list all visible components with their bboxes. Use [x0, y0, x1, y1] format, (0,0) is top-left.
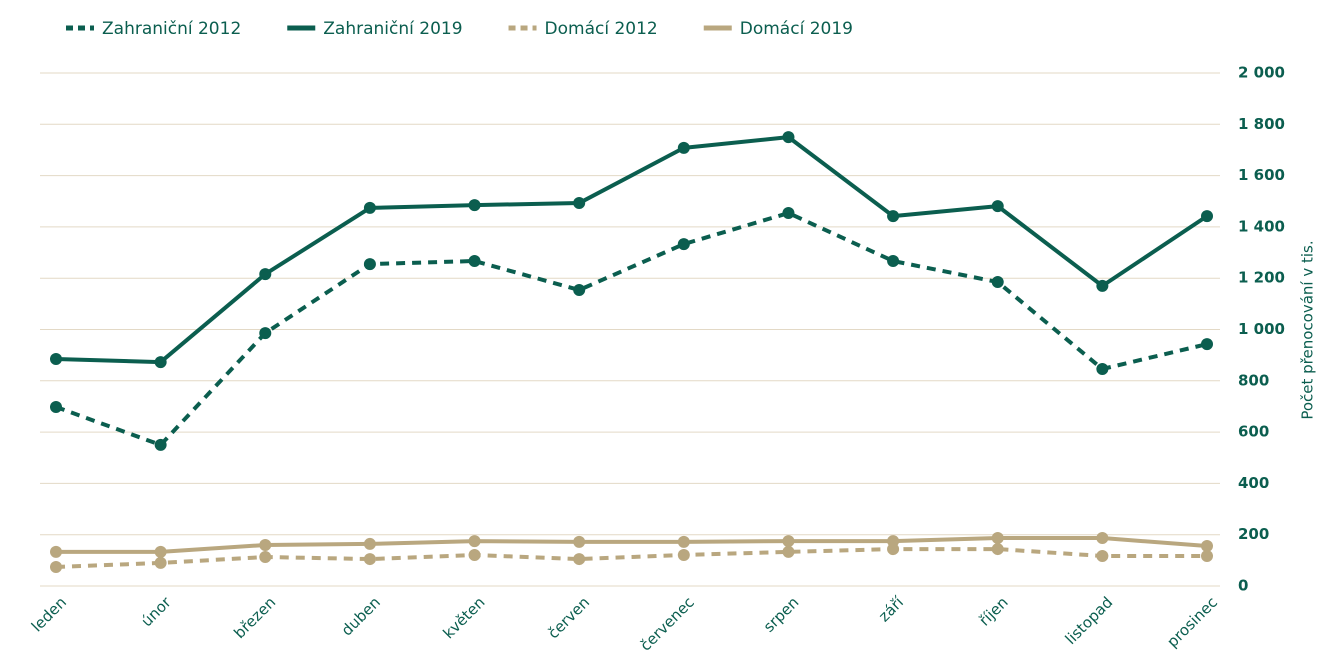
point [50, 400, 62, 413]
point [1201, 210, 1213, 223]
x-tick-label: únor [138, 593, 176, 631]
point [363, 258, 376, 271]
point [887, 210, 900, 223]
y-tick-label: 1 600 [1238, 166, 1285, 184]
point [782, 131, 795, 144]
y-tick-label: 800 [1238, 371, 1269, 389]
point [782, 545, 795, 558]
x-tick-label: duben [338, 593, 384, 639]
point [50, 561, 62, 574]
y-tick-label: 400 [1238, 474, 1269, 492]
point [468, 535, 481, 548]
point [677, 535, 690, 548]
y-tick-label: 2 000 [1238, 64, 1285, 82]
y-tick-label: 0 [1238, 577, 1248, 595]
point [154, 545, 167, 558]
point [782, 535, 795, 548]
x-tick-label: prosinec [1163, 593, 1221, 651]
y-tick-label: 1 400 [1238, 217, 1285, 235]
x-tick-label: listopad [1062, 593, 1117, 648]
point [259, 551, 272, 564]
point [1201, 338, 1213, 351]
x-tick-label: září [875, 593, 908, 626]
point [573, 553, 586, 566]
point [991, 543, 1004, 556]
point [1201, 549, 1213, 562]
y-tick-label: 200 [1238, 525, 1269, 543]
point [363, 537, 376, 550]
point [573, 283, 586, 296]
y-tick-label: 1 000 [1238, 320, 1285, 338]
point [259, 538, 272, 551]
point [677, 548, 690, 561]
point [1096, 279, 1109, 292]
series-line [55, 135, 1209, 365]
point [991, 276, 1004, 289]
point [782, 207, 795, 220]
legend-label: Zahraniční 2019 [323, 19, 462, 39]
point [468, 199, 481, 212]
x-tick-label: květen [439, 593, 488, 642]
point [468, 548, 481, 561]
series-line [55, 211, 1208, 447]
legend-label: Zahraniční 2012 [102, 19, 241, 39]
point [259, 268, 272, 281]
point [991, 200, 1004, 213]
y-axis-label: Počet přenocování v tis. [1299, 240, 1317, 419]
point [1096, 549, 1109, 562]
point [573, 535, 586, 548]
point [363, 553, 376, 566]
point [154, 356, 167, 369]
y-tick-label: 600 [1238, 423, 1269, 441]
x-tick-label: březen [230, 593, 279, 642]
point [1096, 363, 1109, 376]
point [363, 201, 376, 214]
point [991, 532, 1004, 545]
point [1096, 532, 1109, 545]
point [1201, 539, 1213, 552]
x-tick-label: leden [28, 593, 70, 635]
series-line [55, 547, 1207, 570]
point [259, 327, 272, 340]
point [154, 556, 167, 569]
x-tick-label: říjen [975, 593, 1011, 629]
x-tick-label: srpen [760, 593, 803, 636]
series-line [56, 536, 1208, 554]
point [887, 255, 900, 268]
legend-label: Domácí 2012 [545, 19, 658, 39]
legend-label: Domácí 2019 [740, 19, 853, 39]
point [677, 141, 690, 154]
point [677, 238, 690, 251]
point [50, 545, 62, 558]
point [50, 352, 62, 365]
point [573, 197, 586, 210]
y-tick-label: 1 200 [1238, 269, 1285, 287]
point [468, 255, 481, 268]
x-tick-label: červenec [636, 593, 697, 654]
point [887, 535, 900, 548]
point [154, 438, 167, 451]
x-tick-label: červen [544, 593, 593, 642]
y-tick-label: 1 800 [1238, 115, 1285, 133]
